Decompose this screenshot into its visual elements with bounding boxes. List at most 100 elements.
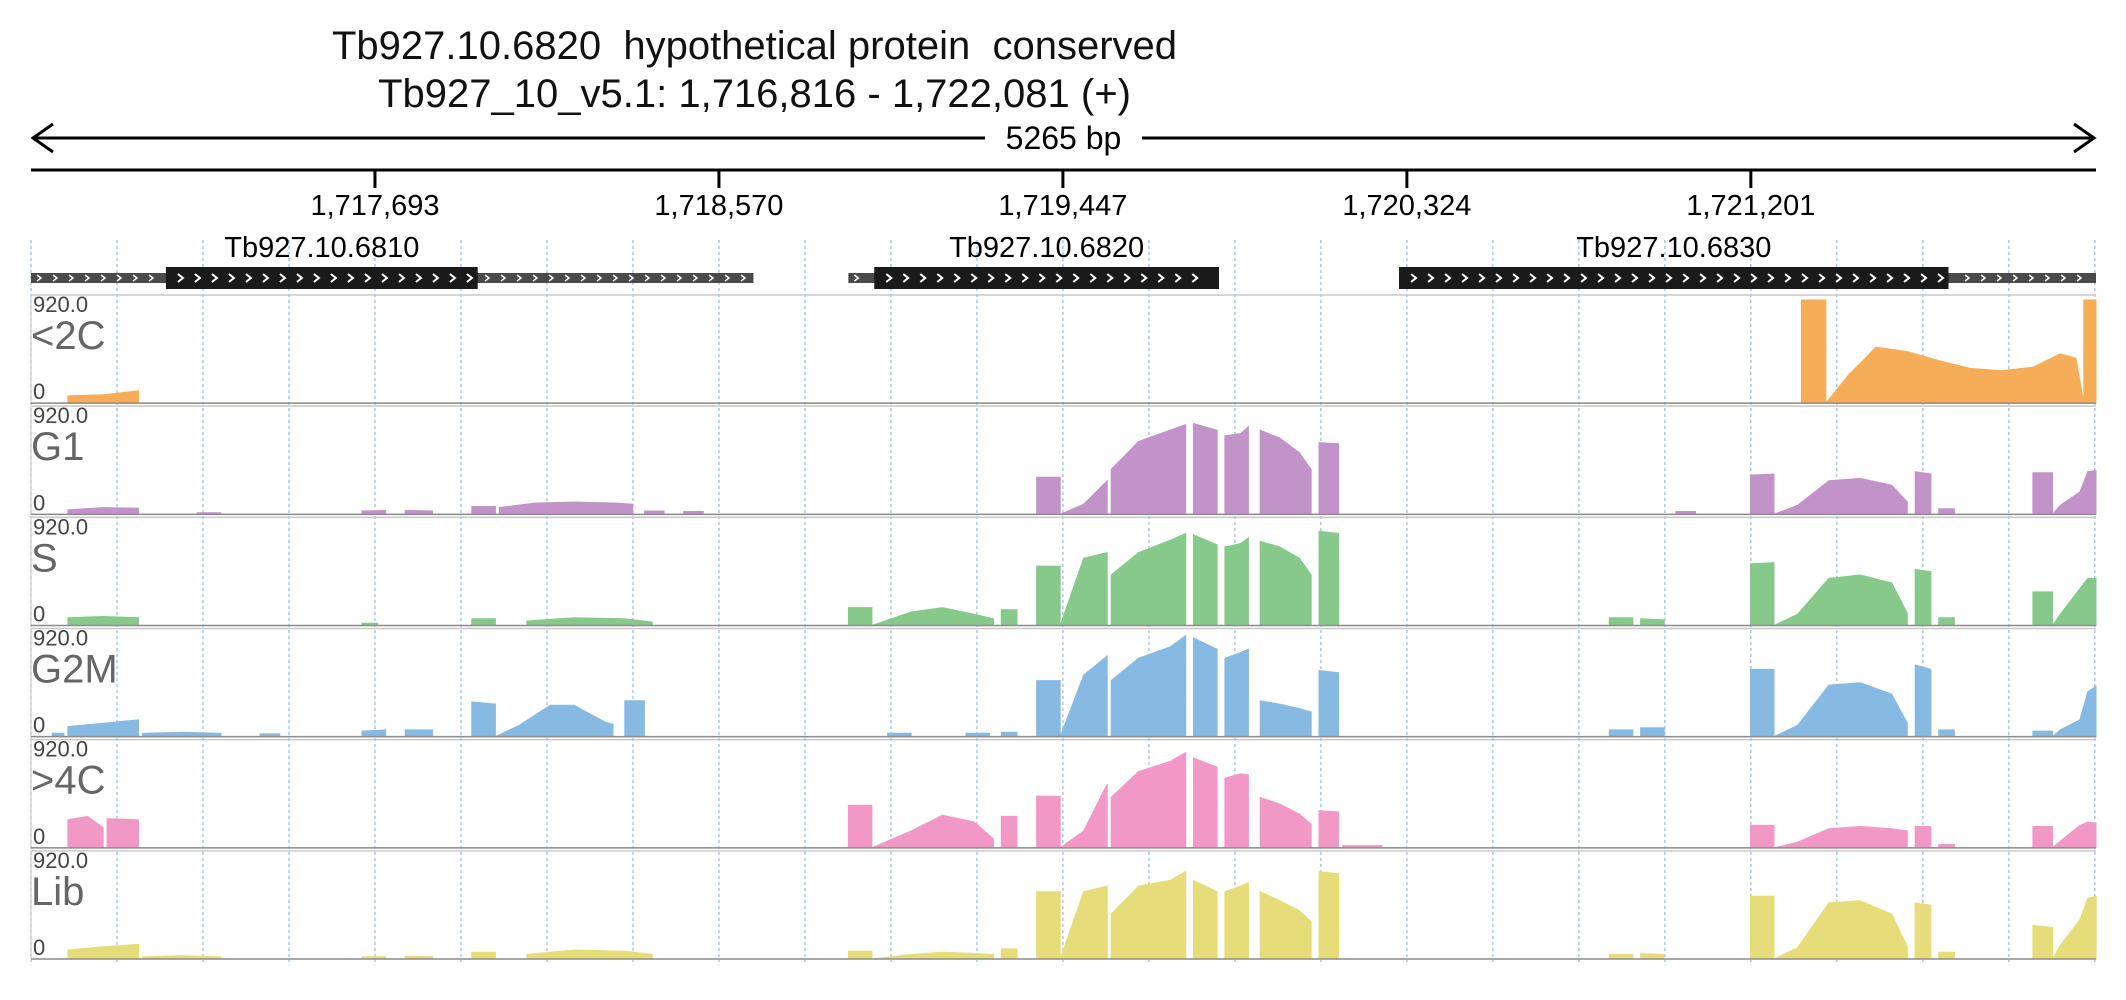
gene-strand-chevron [2028,274,2035,282]
gene-strand-chevron [1869,273,1877,283]
gene-strand-chevron [116,274,123,282]
gene-strand-chevron [1106,273,1114,283]
coverage-track: 920.0 0 S [30,514,2097,628]
track-name-label: G2M [31,648,118,692]
grid-lines [30,240,2096,962]
gene-strand-chevron [2012,274,2019,282]
gene-strand-chevron [1964,274,1971,282]
gene-strand-chevron [1665,273,1673,283]
gene-strand-chevron [1038,273,1046,283]
x-tick-label: 1,717,693 [310,190,439,222]
gene-strand-chevron [740,274,747,282]
gene-strand-chevron [36,274,43,282]
gene-strand-chevron [1750,273,1758,283]
coverage-track: 920.0 0 G2M [30,626,2097,738]
gene-strand-chevron [1123,273,1131,283]
gene-strand-chevron [1140,273,1148,283]
gene-strand-chevron [1174,273,1182,283]
gene-strand-chevron [1157,273,1165,283]
gene-strand-chevron [1784,273,1792,283]
gene-strand-chevron [953,273,961,283]
gene-strand-chevron [466,273,474,283]
gene-strand-chevron [1801,273,1809,283]
gene-strand-chevron [1580,273,1588,283]
gene-strand-chevron [628,274,635,282]
gene-strand-chevron [1072,273,1080,283]
track-ymin-label: 0 [33,713,45,738]
gene-strand-chevron [644,274,651,282]
gene-strand-chevron [52,274,59,282]
gene-strand-chevron [1767,273,1775,283]
gene-track: Tb927.10.6810 Tb927.10.6820 Tb927.10.6830 [31,232,2096,289]
track-name-label: Lib [31,870,84,914]
gene-strand-chevron [347,273,355,283]
gene-label: Tb927.10.6820 [949,232,1144,264]
track-name-label: >4C [31,759,106,803]
gene-strand-chevron [612,274,619,282]
track-ymax-label: 920.0 [33,737,88,762]
gene-strand-chevron [398,273,406,283]
gene-strand-chevron [936,273,944,283]
chart-subtitle: Tb927_10_v5.1: 1,716,816 - 1,722,081 (+) [378,72,1131,116]
gene-strand-chevron [1682,273,1690,283]
gene-strand-chevron [2060,274,2067,282]
gene-strand-chevron [1648,273,1656,283]
gene-strand-chevron [194,273,202,283]
gene-strand-chevron [853,274,860,282]
gene-strand-chevron [1461,273,1469,283]
gene-strand-chevron [1546,273,1554,283]
gene-cds [165,267,478,289]
gene-strand-chevron [148,274,155,282]
track-ymin-label: 0 [33,490,45,515]
gene-strand-chevron [1191,273,1199,283]
track-ymax-label: 920.0 [33,514,88,539]
gene-strand-chevron [987,273,995,283]
coverage-area [30,751,2097,849]
gene-strand-chevron [500,274,507,282]
gene-strand-chevron [228,273,236,283]
gene-strand-chevron [708,274,715,282]
coverage-track: 920.0 0 <2C [30,292,2097,405]
gene-strand-chevron [1597,273,1605,283]
gene-strand-chevron [532,274,539,282]
track-ymin-label: 0 [33,824,45,849]
gene-strand-chevron [1937,273,1945,283]
gene-strand-chevron [1996,274,2003,282]
coverage-track: 920.0 0 >4C [30,737,2097,849]
coverage-tracks: 920.00<2C920.00G1920.00S920.00G2M920.00>… [30,292,2097,961]
track-ymin-label: 0 [33,379,45,404]
gene-strand-chevron [262,273,270,283]
x-tick-label: 1,718,570 [654,190,783,222]
gene-strand-chevron [381,273,389,283]
gene-strand-chevron [100,274,107,282]
gene-cds [1399,267,1949,289]
gene-strand-chevron [564,274,571,282]
coordinate-ruler: 5265 bp 1,717,693 1,718,570 1,719,447 1,720,… [30,120,2097,222]
gene-strand-chevron [660,274,667,282]
gene-strand-chevron [724,274,731,282]
span-label: 5265 bp [1006,120,1122,156]
gene-strand-chevron [1699,273,1707,283]
gene-strand-chevron [580,274,587,282]
x-tick-label: 1,721,201 [1686,190,1815,222]
gene-strand-chevron [1631,273,1639,283]
x-tick-label: 1,719,447 [998,190,1127,222]
gene-strand-chevron [132,274,139,282]
gene-strand-chevron [1920,273,1928,283]
chart-title: Tb927.10.6820 hypothetical protein conse… [331,24,1178,68]
gene-strand-chevron [516,274,523,282]
gene-label: Tb927.10.6830 [1576,232,1771,264]
gene-strand-chevron [1733,273,1741,283]
gene-strand-chevron [902,273,910,283]
gene-strand-chevron [279,273,287,283]
track-ymax-label: 920.0 [33,626,88,651]
coverage-track: 920.0 0 G1 [30,403,2097,516]
gene-strand-chevron [313,273,321,283]
gene-strand-chevron [1089,273,1097,283]
gene-strand-chevron [1444,273,1452,283]
track-name-label: S [31,536,58,580]
gene-strand-chevron [364,273,372,283]
gene-strand-chevron [68,274,75,282]
gene-cds [874,267,1220,289]
gene-strand-chevron [1512,273,1520,283]
